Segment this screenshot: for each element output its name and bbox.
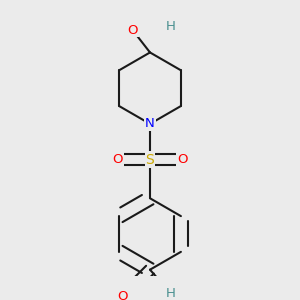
Text: N: N [145, 117, 155, 130]
Text: O: O [128, 24, 138, 37]
Text: O: O [177, 153, 188, 166]
Text: O: O [112, 153, 123, 166]
Text: S: S [146, 153, 154, 166]
Text: H: H [166, 20, 176, 33]
Text: O: O [118, 290, 128, 300]
Text: H: H [166, 287, 176, 300]
